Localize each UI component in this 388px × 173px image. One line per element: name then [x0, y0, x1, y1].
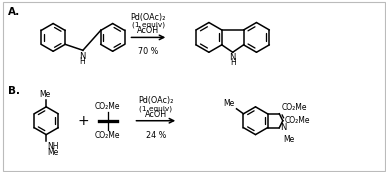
Text: Pd(OAc)₂: Pd(OAc)₂: [138, 96, 173, 105]
Text: NH: NH: [47, 142, 59, 151]
Text: Pd(OAc)₂: Pd(OAc)₂: [131, 12, 166, 21]
Text: A.: A.: [7, 7, 20, 17]
Text: N: N: [79, 52, 85, 61]
Text: (1 equiv): (1 equiv): [139, 105, 172, 112]
Text: Me: Me: [283, 135, 294, 144]
Text: B.: B.: [7, 86, 19, 96]
Text: Me: Me: [47, 148, 59, 157]
Text: CO₂Me: CO₂Me: [285, 116, 310, 125]
Text: Me: Me: [40, 90, 51, 99]
Text: Me: Me: [223, 99, 235, 108]
Text: 70 %: 70 %: [138, 47, 159, 56]
Text: N: N: [280, 123, 287, 132]
Text: AcOH: AcOH: [145, 110, 167, 119]
Text: 24 %: 24 %: [146, 131, 166, 140]
Text: H: H: [79, 57, 85, 66]
Text: CO₂Me: CO₂Me: [95, 131, 120, 140]
Text: AcOH: AcOH: [137, 26, 159, 35]
Text: N: N: [229, 53, 236, 62]
Text: +: +: [77, 114, 89, 128]
Text: (1 equiv): (1 equiv): [132, 22, 165, 29]
Text: CO₂Me: CO₂Me: [281, 103, 307, 112]
Text: CO₂Me: CO₂Me: [95, 102, 120, 111]
Text: H: H: [230, 58, 236, 67]
